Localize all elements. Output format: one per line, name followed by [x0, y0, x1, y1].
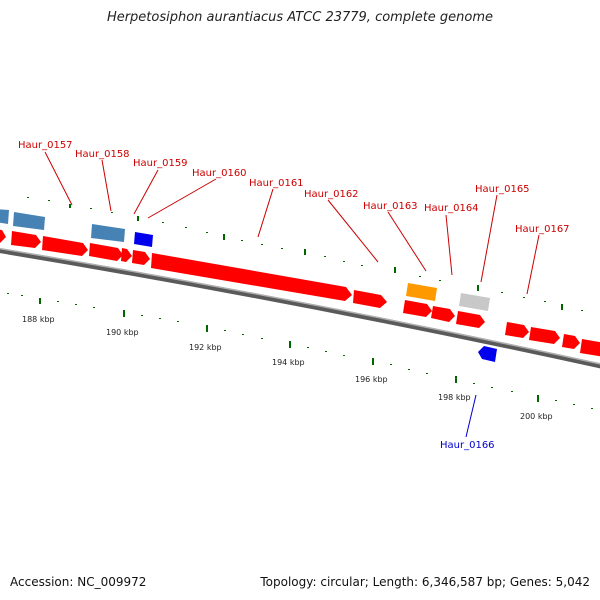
- outer-tick-ring: [27, 197, 583, 311]
- genome-summary-text: Topology: circular; Length: 6,346,587 bp…: [260, 575, 590, 589]
- gene-label: Haur_0163: [363, 201, 418, 212]
- feature-track-upper: [0, 209, 490, 311]
- inner-tick-ring: [7, 293, 593, 409]
- page-title: Herpetosiphon aurantiacus ATCC 23779, co…: [106, 10, 494, 25]
- gene-feature: [459, 293, 490, 311]
- gene-feature: [478, 346, 497, 362]
- label-connector: [387, 211, 427, 272]
- label-connector: [257, 188, 274, 238]
- gene-feature: [89, 243, 123, 261]
- label-connectors: [44, 151, 540, 438]
- gene-feature: [456, 311, 485, 328]
- gene-label: Haur_0158: [75, 149, 130, 160]
- scale-label: 194 kbp: [272, 358, 305, 367]
- scale-label: 190 kbp: [106, 328, 139, 337]
- gene-feature: [121, 248, 132, 262]
- gene-feature: [562, 334, 580, 349]
- gene-feature: [42, 236, 88, 256]
- label-connector: [480, 194, 498, 283]
- gene-label: Haur_0167: [515, 224, 570, 235]
- gene-feature: [132, 250, 150, 265]
- gene-feature: [505, 322, 529, 338]
- gene-label: Haur_0162: [304, 189, 359, 200]
- gene-feature: [134, 232, 153, 247]
- gene-feature: [91, 224, 125, 242]
- gene-feature: [406, 283, 437, 301]
- label-connector: [44, 151, 73, 206]
- gene-label: Haur_0160: [192, 168, 247, 179]
- accession-text: Accession: NC_009972: [10, 575, 147, 589]
- gene-feature: [0, 209, 9, 224]
- label-connector: [445, 214, 453, 276]
- label-connector: [147, 178, 217, 219]
- gene-label: Haur_0161: [249, 178, 304, 189]
- label-connector: [133, 169, 159, 215]
- label-connector: [526, 234, 540, 295]
- scale-label: 196 kbp: [355, 375, 388, 384]
- gene-feature: [151, 253, 352, 301]
- label-connector: [327, 199, 379, 263]
- gene-feature: [431, 306, 455, 322]
- gene-feature: [403, 300, 432, 317]
- gene-label: Haur_0165: [475, 184, 530, 195]
- gene-label: Haur_0157: [18, 140, 73, 151]
- scale-label: 198 kbp: [438, 393, 471, 402]
- gene-feature: [580, 339, 600, 357]
- scale-label: 188 kbp: [22, 315, 55, 324]
- backbone: [0, 247, 600, 369]
- gene-label: Haur_0159: [133, 158, 188, 169]
- gene-label: Haur_0166: [440, 440, 495, 451]
- gene-feature: [353, 290, 387, 308]
- feature-track-lower: [478, 346, 497, 362]
- scale-label: 200 kbp: [520, 412, 553, 421]
- label-connector: [101, 159, 112, 212]
- gene-feature: [13, 212, 45, 230]
- gene-feature: [11, 231, 41, 248]
- gene-feature: [529, 327, 560, 344]
- label-connector: [465, 394, 477, 438]
- gene-feature: [0, 229, 6, 243]
- cds-track: [0, 229, 600, 357]
- gene-label: Haur_0164: [424, 203, 479, 214]
- scale-labels: 188 kbp 190 kbp 192 kbp 194 kbp 196 kbp …: [22, 315, 553, 421]
- gene-labels: Haur_0157 Haur_0158 Haur_0159 Haur_0160 …: [18, 140, 570, 451]
- scale-label: 192 kbp: [189, 343, 222, 352]
